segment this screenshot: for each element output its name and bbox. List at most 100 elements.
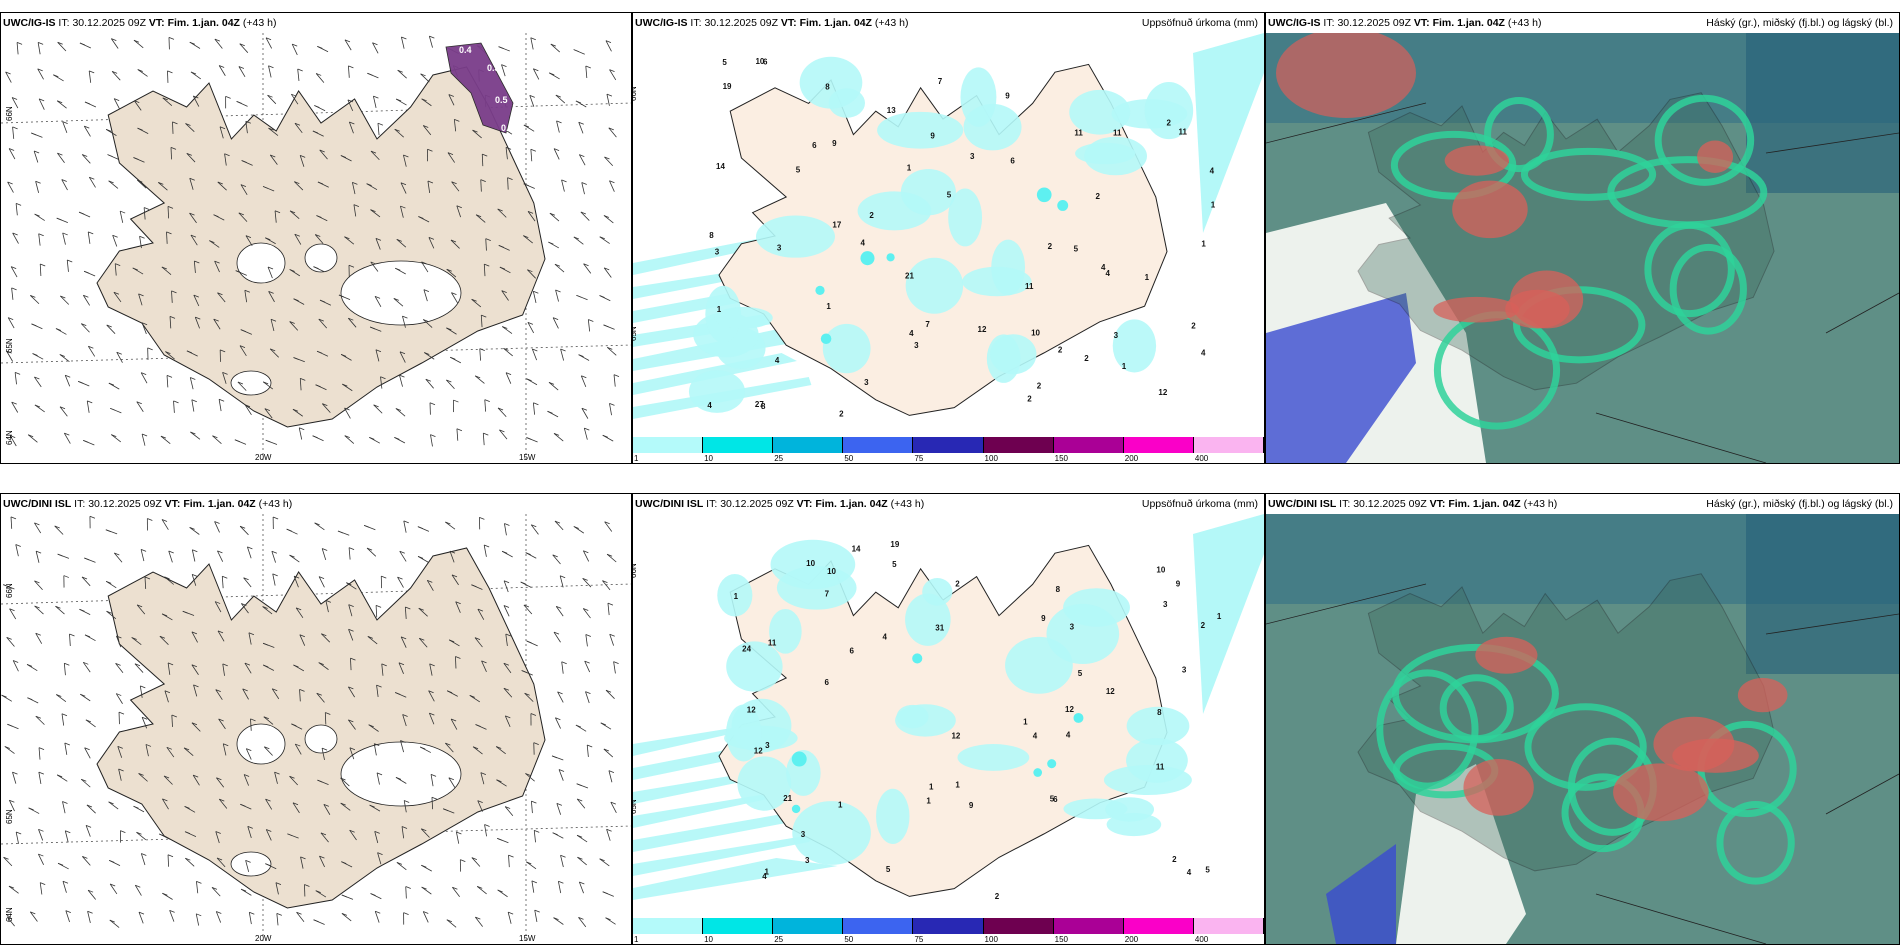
wind-barb-flag bbox=[115, 662, 121, 666]
lead-time: (+43 h) bbox=[242, 17, 277, 29]
colorbar-swatch bbox=[913, 918, 984, 934]
wind-barb bbox=[427, 180, 431, 193]
wind-barb-flag bbox=[7, 723, 13, 727]
wind-barb-flag bbox=[460, 859, 466, 862]
wind-barb bbox=[561, 661, 564, 674]
colorbar-tick-label: 100 bbox=[984, 935, 998, 944]
wind-barb-flag bbox=[503, 605, 510, 608]
wind-barb bbox=[503, 662, 512, 674]
wind-barb-flag bbox=[8, 148, 15, 151]
wind-barb bbox=[191, 722, 201, 732]
wind-barb bbox=[265, 798, 273, 810]
wind-barb bbox=[133, 100, 142, 111]
wind-barb-flag bbox=[405, 886, 411, 889]
colorbar-tick-label: 25 bbox=[774, 454, 784, 463]
wind-barb-flag bbox=[552, 317, 559, 321]
colorbar-swatch bbox=[983, 918, 1054, 934]
wind-barb-flag bbox=[143, 207, 150, 210]
wind-barb-flag bbox=[190, 71, 197, 75]
wind-barb-flag bbox=[136, 401, 142, 405]
wind-barb-flag bbox=[526, 640, 532, 644]
precip-value-label: 9 bbox=[930, 131, 935, 140]
wind-barb bbox=[298, 427, 303, 440]
wind-barb bbox=[276, 913, 279, 926]
wind-barb bbox=[141, 322, 147, 335]
region-boundary bbox=[1765, 613, 1899, 635]
wind-barb-flag bbox=[192, 573, 198, 577]
wind-barb-flag bbox=[262, 606, 268, 609]
wind-barb-flag bbox=[599, 236, 605, 240]
wind-barb bbox=[456, 831, 460, 844]
wind-barb bbox=[604, 521, 613, 532]
precip-value-label: 9 bbox=[969, 801, 974, 810]
wind-barb-flag bbox=[605, 917, 611, 921]
wind-barb bbox=[480, 315, 483, 328]
wind-barb bbox=[456, 428, 459, 441]
wind-barb-flag bbox=[291, 723, 297, 727]
wind-barb bbox=[483, 264, 486, 277]
wind-barb bbox=[507, 911, 512, 924]
wind-barb-flag bbox=[352, 181, 358, 185]
mid-cloud-contour bbox=[1376, 669, 1479, 790]
wind-barb-flag bbox=[83, 661, 89, 665]
wind-barb bbox=[481, 660, 487, 672]
wind-barb-flag bbox=[549, 72, 555, 76]
precip-area bbox=[726, 704, 762, 762]
wind-barb bbox=[350, 658, 352, 671]
mid-cloud-contour bbox=[1607, 156, 1768, 229]
wind-barb-flag bbox=[445, 742, 451, 746]
wind-barb bbox=[289, 775, 298, 786]
wind-barb-flag bbox=[370, 150, 377, 154]
wind-barb-flag bbox=[158, 182, 164, 185]
wind-barb bbox=[477, 800, 483, 812]
wind-barb bbox=[269, 154, 278, 165]
wind-barb-flag bbox=[503, 580, 510, 584]
wind-barb-flag bbox=[299, 427, 305, 431]
wind-barb-flag bbox=[289, 775, 295, 779]
wind-barb-flag bbox=[216, 857, 223, 861]
precip-value-label: 1 bbox=[907, 164, 912, 173]
wind-barb bbox=[12, 232, 19, 244]
wind-barb-flag bbox=[192, 549, 198, 553]
wind-barb-flag bbox=[225, 96, 231, 99]
wind-barb bbox=[211, 887, 221, 897]
wind-barb-flag bbox=[141, 322, 148, 326]
wind-barb-flag bbox=[534, 829, 540, 833]
wind-barb bbox=[606, 553, 617, 563]
wind-barb-flag bbox=[31, 323, 37, 327]
precip-value-label: 2 bbox=[995, 892, 1000, 901]
wind-barb-flag bbox=[171, 290, 177, 294]
wind-barb-flag bbox=[373, 404, 379, 408]
wind-barb-flag bbox=[162, 97, 168, 101]
wind-barb-flag bbox=[171, 714, 177, 718]
wind-barb-flag bbox=[553, 433, 560, 436]
precip-value-label: 12 bbox=[951, 732, 960, 741]
precip-value-label: 31 bbox=[935, 623, 944, 632]
wind-barb bbox=[294, 181, 304, 191]
precip-value-label: 1 bbox=[1211, 201, 1216, 210]
wind-barb-flag bbox=[349, 121, 355, 125]
wind-barb-flag bbox=[296, 911, 302, 915]
wind-barb-flag bbox=[299, 689, 305, 692]
wind-barb bbox=[397, 69, 407, 79]
wind-barb-flag bbox=[89, 176, 95, 180]
wind-barb-flag bbox=[530, 713, 537, 716]
wind-barb-flag bbox=[395, 98, 402, 102]
wind-barb bbox=[507, 177, 509, 190]
wind-barb bbox=[87, 911, 91, 924]
wind-barb-flag bbox=[527, 269, 533, 273]
wind-barb bbox=[380, 376, 383, 389]
wind-barb bbox=[421, 98, 432, 107]
wind-barb bbox=[119, 210, 124, 223]
init-label: IT: bbox=[706, 498, 718, 510]
wind-barb-flag bbox=[272, 688, 278, 692]
wind-barb-flag bbox=[38, 771, 44, 775]
wind-barb-flag bbox=[342, 383, 348, 387]
wind-barb-flag bbox=[480, 772, 487, 775]
wind-barb-flag bbox=[423, 125, 429, 128]
wind-barb-flag bbox=[193, 294, 199, 298]
wind-barb-flag bbox=[169, 316, 176, 319]
mid-cloud-contour bbox=[1390, 130, 1517, 200]
init-time: 30.12.2025 09Z bbox=[704, 17, 778, 29]
wind-barb-flag bbox=[400, 182, 407, 186]
